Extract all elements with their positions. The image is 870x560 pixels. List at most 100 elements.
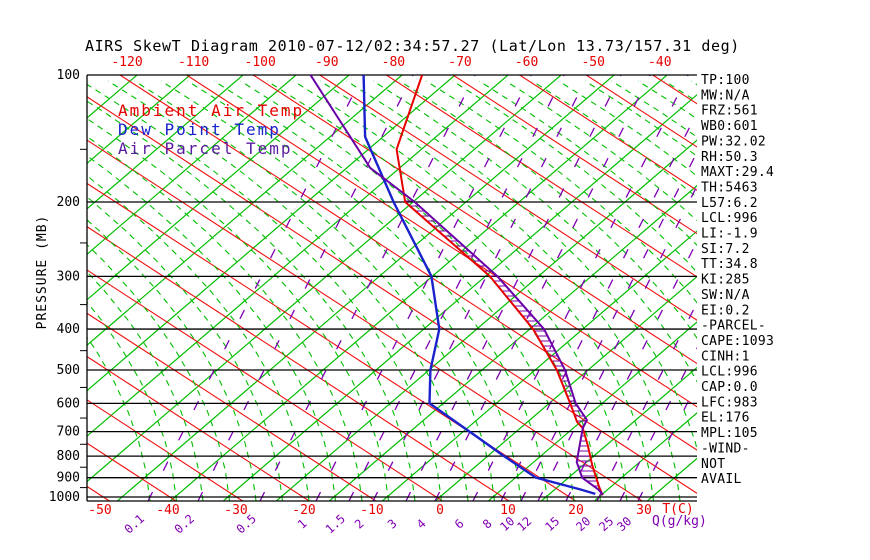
- isotherm-line: [87, 75, 456, 392]
- dry-adiabat-line: [252, 75, 697, 365]
- dry-adiabat-line: [519, 75, 697, 191]
- mixing-ratio-tick-label: 15: [542, 514, 562, 534]
- moist-adiabat-line: [664, 80, 697, 103]
- isotherm-line: [540, 366, 697, 501]
- moist-adiabat-line: [425, 80, 697, 304]
- bottom-temp-tick-label: 0: [436, 503, 444, 518]
- mixing-ratio-line: [472, 75, 689, 501]
- mixing-ratio-line: [259, 75, 476, 501]
- isotherm-line: [275, 139, 697, 501]
- dry-adiabat-line: [87, 139, 643, 501]
- pressure-axis-labels: 100 200 300 400 500 600 700 800 900 1000 PRESSURE …: [35, 68, 80, 505]
- stat-line-1: TP:100: [701, 73, 750, 88]
- stat-line-21: CAP:0.0: [701, 380, 758, 395]
- stat-line-4: WB0:601: [701, 119, 758, 134]
- mixing-ratio-tick-label: 1: [295, 516, 310, 531]
- dry-adiabat-line: [87, 269, 443, 501]
- mixing-ratio-line: [147, 75, 364, 501]
- dry-adiabat-line: [186, 75, 697, 408]
- stat-line-11: LI:-1.9: [701, 227, 758, 242]
- mixing-ratio-line: [197, 75, 414, 501]
- mixing-ratio-tick-label: 0.1: [122, 512, 147, 537]
- isotherm-line: [169, 75, 668, 501]
- isotherm-line: [593, 412, 697, 501]
- pressure-tick-label: 700: [57, 425, 80, 440]
- isotherm-line: [87, 75, 403, 346]
- top-temp-tick-label: -70: [448, 55, 471, 70]
- top-temp-tick-label: -80: [382, 55, 405, 70]
- mixing-ratio-line: [434, 75, 651, 501]
- dry-adiabat-line: [319, 75, 697, 321]
- pressure-tick-label: 200: [57, 195, 80, 210]
- dry-adiabat-line: [87, 399, 243, 501]
- isotherm-line: [87, 75, 244, 210]
- top-temp-tick-label: -40: [648, 55, 671, 70]
- pressure-axis-title: PRESSURE (MB): [35, 215, 50, 330]
- stat-line-10: LCL:996: [701, 211, 758, 226]
- stat-line-7: MAXT:29.4: [701, 165, 774, 180]
- mixing-ratio-tick-label: 2: [352, 516, 367, 531]
- isotherm-line: [87, 75, 509, 437]
- bottom-temp-tick-label: -50: [88, 503, 111, 518]
- pressure-grid-lines: [80, 74, 697, 502]
- pressure-tick-label: 300: [57, 269, 80, 284]
- ambient-temp-curve: [395, 75, 604, 496]
- dry-adiabat-line: [87, 312, 377, 501]
- bottom-temp-tick-label: 10: [500, 503, 516, 518]
- top-temp-tick-label: -100: [245, 55, 276, 70]
- stat-line-8: TH:5463: [701, 180, 758, 195]
- stat-line-5: PW:32.02: [701, 134, 766, 149]
- dry-adiabat-line: [585, 75, 697, 148]
- mixing-ratio-line: [537, 184, 697, 501]
- temp-unit-label: T(C): [662, 502, 693, 517]
- stat-line-22: LFC:983: [701, 395, 758, 410]
- isotherm-line: [381, 230, 697, 501]
- mixing-ratio-line: [565, 239, 697, 501]
- moist-adiabat-line: [240, 80, 602, 501]
- dry-adiabat-line: [87, 96, 697, 494]
- mixing-unit-label: Q(g/kg): [652, 514, 707, 529]
- top-temp-tick-label: -60: [515, 55, 538, 70]
- pressure-tick-label: 400: [57, 322, 80, 337]
- dry-adiabat-line: [87, 355, 310, 501]
- bottom-temp-tick-label: -30: [224, 503, 247, 518]
- mixing-ratio-line: [348, 75, 565, 501]
- isotherm-line: [87, 75, 191, 165]
- legend-item-1: Ambient Air Temp: [118, 101, 304, 120]
- stat-line-25: -WIND-: [701, 441, 750, 456]
- mixing-ratio-tick-label: 1.5: [323, 512, 348, 537]
- mixing-ratio-tick-label: 8: [480, 516, 495, 531]
- pressure-tick-label: 900: [57, 471, 80, 486]
- stats-panel: TP:100MW:N/AFRZ:561WB0:601PW:32.02RH:50.…: [701, 73, 774, 487]
- isotherm-line: [222, 93, 697, 501]
- bottom-temp-tick-label: -40: [156, 503, 179, 518]
- isotherm-grid: [87, 75, 697, 501]
- pressure-tick-label: 800: [57, 449, 80, 464]
- top-temp-tick-label: -50: [581, 55, 604, 70]
- stat-line-9: L57:6.2: [701, 196, 758, 211]
- stat-line-13: TT:34.8: [701, 257, 758, 272]
- moist-adiabat-line: [399, 80, 697, 340]
- pressure-tick-label: 100: [57, 68, 80, 83]
- isotherm-line: [87, 75, 350, 301]
- top-temp-tick-label: -120: [111, 55, 142, 70]
- isotherm-line: [87, 75, 297, 256]
- stat-line-19: CINH:1: [701, 349, 750, 364]
- dewpoint-curve: [362, 75, 596, 496]
- mixing-ratio-tick-label: 3: [385, 516, 400, 531]
- mixing-ratio-tick-label: 6: [452, 516, 467, 531]
- dry-adiabat-line: [452, 75, 697, 235]
- mixing-ratio-line: [500, 111, 697, 501]
- chart-title: AIRS SkewT Diagram 2010-07-12/02:34:57.2…: [85, 37, 740, 55]
- dry-adiabat-line: [87, 485, 110, 501]
- mixing-ratio-grid: [147, 75, 697, 501]
- bottom-temp-tick-label: -10: [360, 503, 383, 518]
- bottom-temp-tick-label: 30: [636, 503, 652, 518]
- isotherm-line: [328, 184, 697, 501]
- stat-line-16: EI:0.2: [701, 303, 750, 318]
- stat-line-3: FRZ:561: [701, 104, 758, 119]
- dry-adiabat-line: [87, 226, 510, 501]
